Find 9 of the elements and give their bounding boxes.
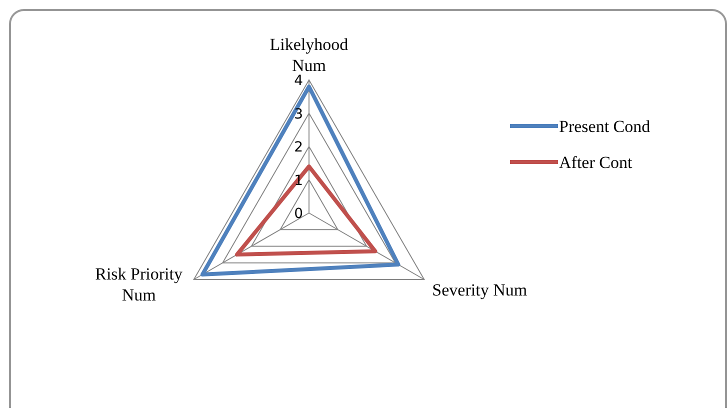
spoke-label: Risk Priority Num	[95, 264, 184, 304]
y-tick-label: 3	[294, 106, 303, 122]
legend-label: After Cont	[559, 153, 632, 172]
y-tick-label: 0	[294, 206, 303, 222]
spoke-label: Likelyhood Num	[270, 35, 349, 75]
legend-label: Present Cond	[559, 117, 651, 136]
spoke-label: Severity Num	[432, 280, 528, 300]
y-tick-label: 2	[294, 140, 303, 156]
y-tick-label: 4	[294, 73, 304, 89]
